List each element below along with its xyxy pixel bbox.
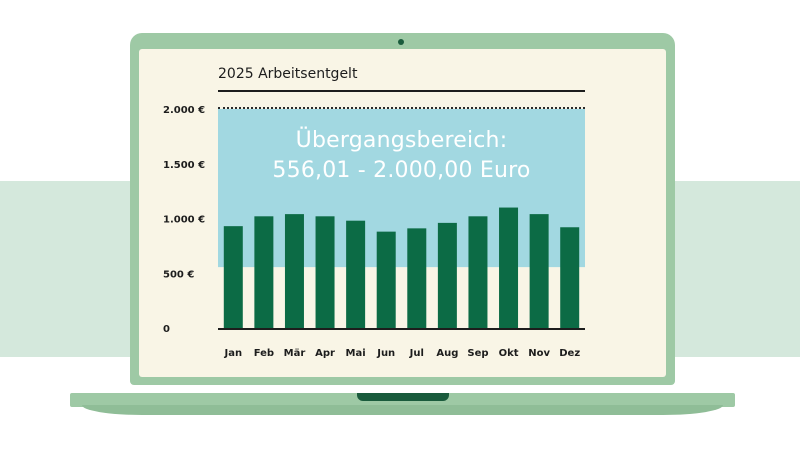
laptop-base-bottom <box>82 405 723 415</box>
x-tick-label: Okt <box>499 348 519 359</box>
x-axis-baseline <box>218 328 585 330</box>
y-tick-label: 1.500 € <box>163 160 205 171</box>
bar-Aug <box>437 222 457 328</box>
x-tick-label: Jul <box>409 348 424 359</box>
x-tick-label: Sep <box>467 348 488 359</box>
camera-icon <box>398 39 404 45</box>
x-tick-label: Jan <box>223 348 242 359</box>
bar-Jun <box>376 231 396 328</box>
bar-Apr <box>315 216 335 328</box>
x-tick-label: Aug <box>436 348 458 359</box>
bar-Sep <box>468 216 488 328</box>
y-tick-label: 1.000 € <box>163 215 205 226</box>
dotted-rule <box>218 107 585 109</box>
x-tick-label: Feb <box>254 348 274 359</box>
band-label-line1: Übergangsbereich: <box>295 128 508 153</box>
x-tick-label: Mai <box>346 348 366 359</box>
y-tick-label: 2.000 € <box>163 105 205 116</box>
laptop-notch <box>357 393 449 401</box>
bar-Mai <box>346 220 366 328</box>
x-tick-label: Dez <box>559 348 580 359</box>
x-tick-label: Jun <box>376 348 395 359</box>
bar-Nov <box>529 214 549 328</box>
y-tick-label: 500 € <box>163 269 194 280</box>
x-tick-label: Mär <box>284 348 306 359</box>
bar-Feb <box>254 216 274 328</box>
bar-Jul <box>407 228 427 328</box>
title-rule <box>218 90 585 92</box>
chart-title: 2025 Arbeitsentgelt <box>218 66 358 82</box>
y-tick-label: 0 <box>163 324 170 335</box>
bar-Okt <box>499 207 519 328</box>
band-label-line2: 556,01 - 2.000,00 Euro <box>272 158 531 183</box>
bar-Jan <box>223 226 243 328</box>
x-tick-label: Nov <box>528 348 550 359</box>
x-tick-label: Apr <box>315 348 335 359</box>
bar-Dez <box>560 227 580 328</box>
bar-Mär <box>284 214 304 328</box>
transition-band <box>218 109 585 268</box>
